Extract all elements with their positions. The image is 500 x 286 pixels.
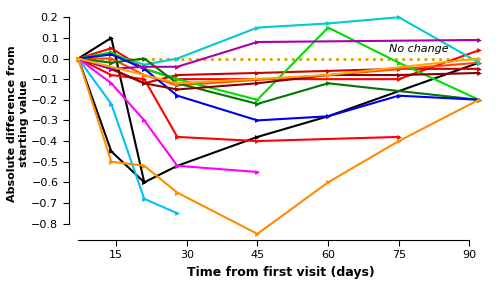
Y-axis label: Absolute difference from
starting value: Absolute difference from starting value <box>7 45 28 202</box>
X-axis label: Time from first visit (days): Time from first visit (days) <box>187 266 375 279</box>
Text: No change: No change <box>390 44 449 54</box>
